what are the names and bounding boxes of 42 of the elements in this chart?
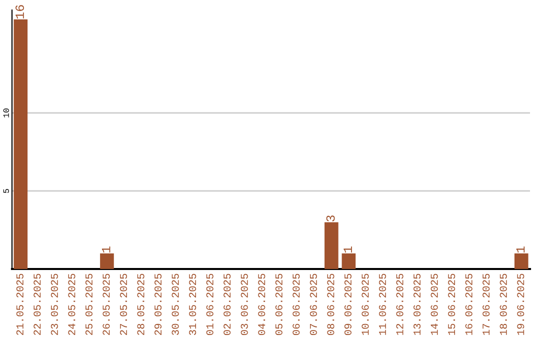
data-label: 1 — [516, 246, 525, 252]
data-label: 3 — [326, 215, 335, 222]
x-tick-label: 11.06.2025 — [378, 274, 386, 335]
x-tick-label: 27.05.2025 — [120, 274, 128, 335]
x-tick-label: 01.06.2025 — [206, 274, 214, 336]
x-tick-label: 17.06.2025 — [482, 274, 490, 335]
x-tick-label: 29.05.2025 — [154, 274, 162, 335]
x-tick-label: 03.06.2025 — [240, 274, 248, 336]
x-tick-label: 02.06.2025 — [224, 274, 231, 336]
x-tick-label: 15.06.2025 — [448, 274, 456, 335]
x-tick-label: 31.05.2025 — [189, 274, 196, 336]
x-tick-label: 21.05.2025 — [16, 274, 24, 335]
x-tick-label: 25.05.2025 — [85, 274, 92, 335]
y-tick-label: 10 — [3, 108, 9, 118]
bar — [514, 253, 528, 269]
x-tick-label: 04.06.2025 — [258, 274, 266, 336]
bar — [342, 253, 356, 269]
data-label: 1 — [344, 246, 352, 252]
x-tick-label: 13.06.2025 — [413, 274, 421, 335]
x-tick-label: 10.06.2025 — [362, 274, 369, 335]
y-tick-label: 5 — [3, 189, 9, 193]
x-tick-label: 28.05.2025 — [137, 274, 144, 335]
x-tick-label: 23.05.2025 — [50, 274, 58, 335]
data-label: 16 — [16, 5, 24, 18]
x-tick-label: 26.05.2025 — [102, 274, 110, 335]
x-tick-label: 30.05.2025 — [172, 274, 179, 336]
x-tick-label: 22.05.2025 — [34, 274, 41, 335]
x-tick-label: 09.06.2025 — [344, 274, 352, 336]
x-tick-label: 16.06.2025 — [465, 274, 472, 335]
bar — [324, 222, 338, 269]
x-tick-label: 19.06.2025 — [517, 274, 524, 335]
data-label: 1 — [102, 246, 110, 252]
x-tick-label: 07.06.2025 — [310, 274, 317, 336]
x-tick-label: 08.06.2025 — [327, 274, 334, 336]
bar — [14, 19, 28, 269]
x-tick-label: 05.06.2025 — [275, 274, 282, 336]
x-tick-label: 14.06.2025 — [430, 274, 438, 335]
x-tick-label: 24.05.2025 — [68, 274, 76, 335]
bar — [100, 253, 114, 269]
x-tick-label: 12.06.2025 — [396, 274, 404, 335]
x-tick-label: 18.06.2025 — [500, 274, 507, 335]
x-tick-label: 06.06.2025 — [292, 274, 300, 336]
